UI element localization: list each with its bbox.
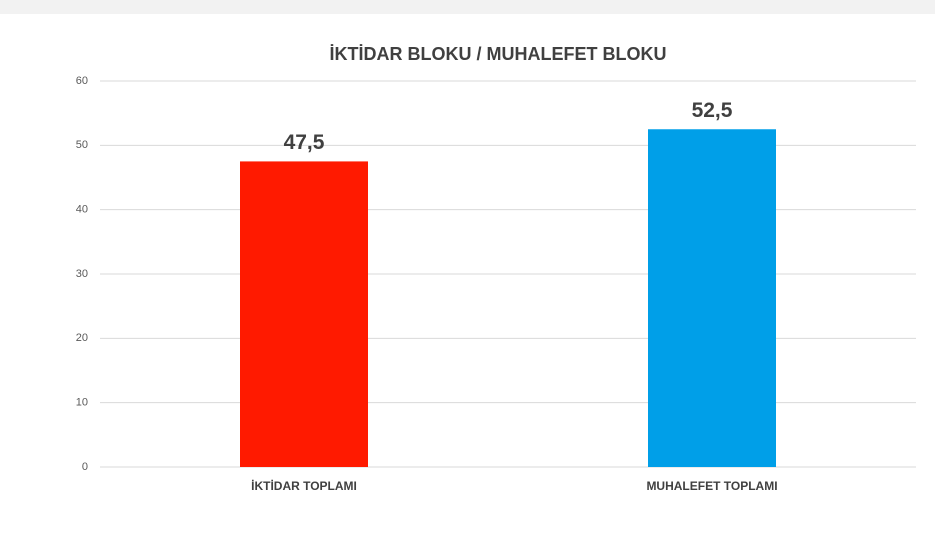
y-tick-label: 40 [76, 204, 88, 216]
top-strip [0, 0, 935, 14]
chart-title: İKTİDAR BLOKU / MUHALEFET BLOKU [330, 44, 667, 64]
y-tick-label: 30 [76, 268, 88, 280]
y-tick-label: 50 [76, 139, 88, 151]
value-label: 47,5 [284, 131, 325, 154]
bar [648, 129, 776, 467]
y-tick-label: 20 [76, 332, 88, 344]
bar [240, 161, 368, 467]
x-tick-label: İKTİDAR TOPLAMI [251, 478, 357, 493]
y-tick-label: 10 [76, 397, 88, 409]
y-tick-label: 0 [82, 461, 88, 473]
x-tick-label: MUHALEFET TOPLAMI [646, 479, 777, 493]
y-tick-label: 60 [76, 75, 88, 87]
value-label: 52,5 [692, 99, 733, 122]
